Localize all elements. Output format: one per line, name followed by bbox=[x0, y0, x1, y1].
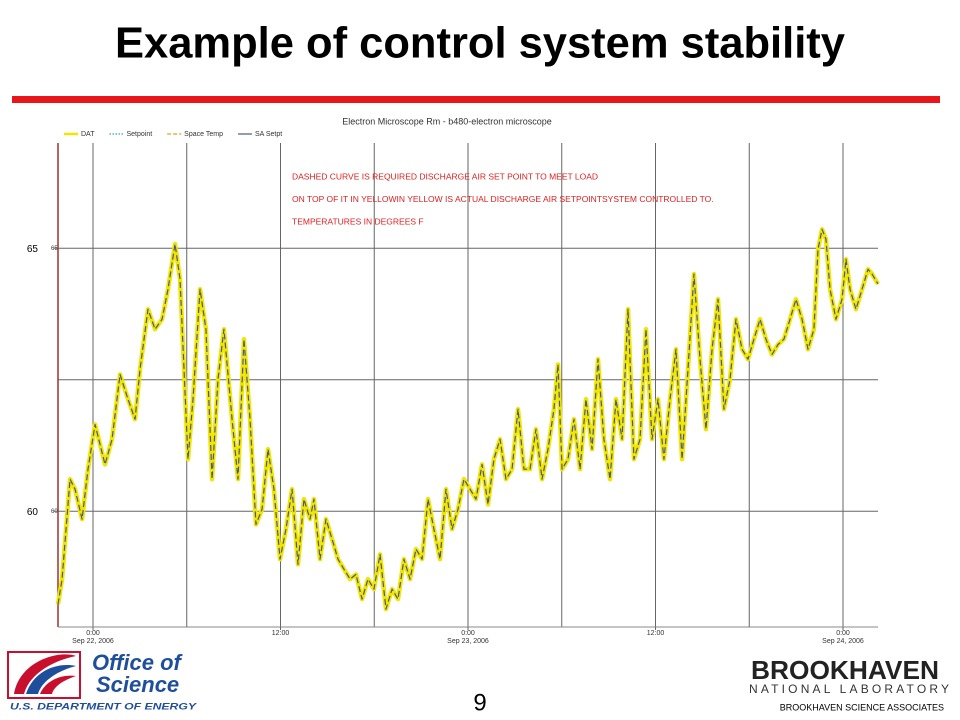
chart-title: Electron Microscope Rm - b480-electron m… bbox=[342, 116, 552, 126]
x-tick-label: 0:00 bbox=[86, 630, 100, 637]
title-rule bbox=[12, 96, 940, 103]
logo-text: U.S. DEPARTMENT OF ENERGY bbox=[10, 701, 197, 711]
annotation: TEMPERATURES IN DEGREES F bbox=[292, 216, 424, 226]
x-tick-label: 0:00 bbox=[461, 630, 475, 637]
series-line bbox=[57, 228, 879, 610]
logo-text: Science bbox=[96, 672, 179, 697]
x-tick-date: Sep 24, 2006 bbox=[822, 638, 864, 645]
legend-label: Setpoint bbox=[126, 131, 152, 138]
page-number: 9 bbox=[473, 689, 486, 716]
x-tick-label: 12:00 bbox=[647, 630, 665, 637]
x-tick-label: 0:00 bbox=[836, 630, 850, 637]
y-tick-label-inner: 60 bbox=[51, 509, 58, 515]
chart: Electron Microscope Rm - b480-electron m… bbox=[14, 108, 894, 650]
chart-background bbox=[14, 108, 894, 650]
logo-swoosh bbox=[40, 675, 76, 694]
annotation: DASHED CURVE IS REQUIRED DISCHARGE AIR S… bbox=[292, 171, 598, 181]
legend-label: DAT bbox=[81, 131, 95, 138]
legend-label: SA Setpt bbox=[255, 131, 282, 138]
y-tick-label: 65 bbox=[27, 244, 39, 255]
logo-swoosh bbox=[14, 654, 76, 694]
right-logo: BROOKHAVEN NATIONAL LABORATORY bbox=[749, 655, 949, 696]
legend-label: Space Temp bbox=[184, 131, 223, 138]
x-tick-label: 12:00 bbox=[272, 630, 290, 637]
annotation: ON TOP OF IT IN YELLOWIN YELLOW IS ACTUA… bbox=[292, 194, 714, 204]
x-tick-date: Sep 23, 2006 bbox=[447, 638, 489, 645]
logo-text: Office of bbox=[92, 650, 184, 675]
y-tick-label: 60 bbox=[27, 507, 39, 518]
y-tick-label-inner: 65 bbox=[51, 246, 58, 252]
footer: BROOKHAVEN SCIENCE ASSOCIATES bbox=[780, 702, 944, 712]
left-logo: Office of Science U.S. DEPARTMENT OF ENE… bbox=[7, 650, 197, 711]
slide-title: Example of control system stability bbox=[115, 19, 846, 68]
x-tick-date: Sep 22, 2006 bbox=[72, 638, 114, 645]
logo-text: BROOKHAVEN bbox=[751, 655, 939, 685]
logo-swoosh bbox=[26, 665, 76, 694]
